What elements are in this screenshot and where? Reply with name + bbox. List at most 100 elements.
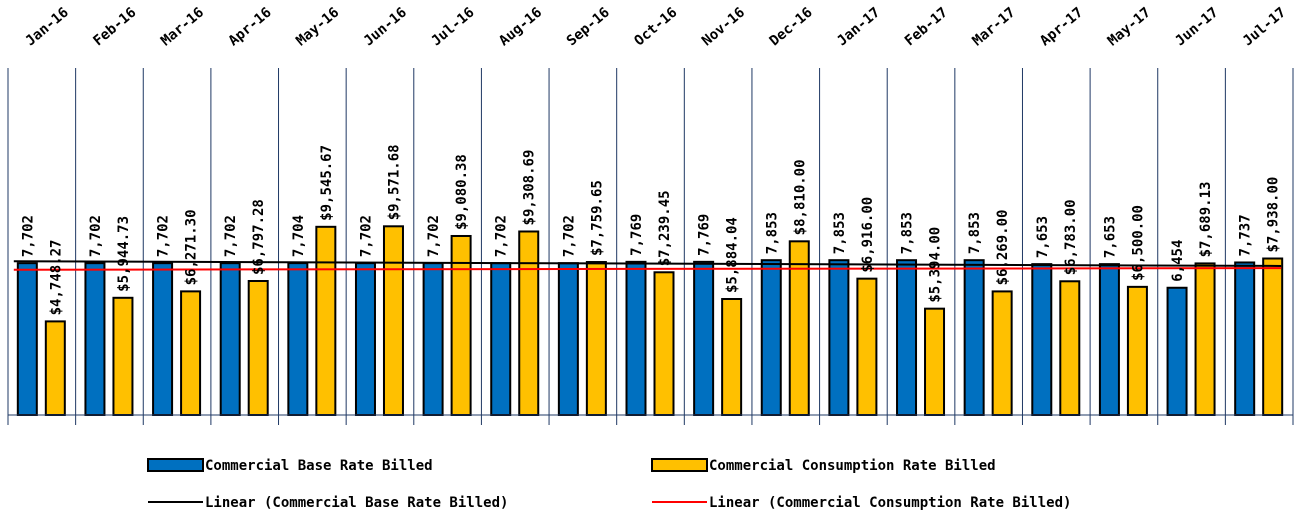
data-label: 7,702: [223, 215, 239, 257]
legend-label: Commercial Consumption Rate Billed: [709, 458, 996, 474]
bar-consumption: [653, 271, 675, 416]
data-label: $5,944.73: [116, 216, 132, 292]
x-axis-labels: Jan-16 Feb-16 Mar-16 Apr-16 May-16 Jun-16 Jul-…: [23, 5, 1289, 50]
data-label: $9,308.69: [522, 150, 538, 226]
data-label: $8,810.00: [792, 159, 808, 235]
data-label: $6,269.00: [995, 210, 1011, 286]
bar-base: [1234, 261, 1256, 417]
x-tick-label: Aug-16: [496, 5, 545, 50]
bar-base: [896, 259, 918, 416]
bar-base: [557, 262, 579, 417]
x-tick-label: May-17: [1105, 5, 1154, 50]
bar-base: [963, 259, 985, 416]
bar-base: [354, 262, 376, 417]
data-label: 7,769: [629, 214, 645, 256]
data-label: $9,080.38: [454, 154, 470, 230]
data-label: $7,239.45: [657, 190, 673, 266]
legend-label: Commercial Base Rate Billed: [205, 458, 433, 474]
data-label: 7,769: [697, 214, 713, 256]
bar-consumption: [585, 261, 607, 416]
data-label: 7,653: [1102, 216, 1118, 258]
legend-swatch: [651, 458, 708, 472]
bar-consumption: [382, 225, 404, 416]
data-label: $6,500.00: [1130, 205, 1146, 281]
x-tick-label: Nov-16: [699, 5, 748, 50]
data-label: 7,853: [832, 212, 848, 254]
bar-base: [287, 262, 309, 417]
legend-label: Linear (Commercial Consumption Rate Bill…: [709, 495, 1071, 511]
data-label: $6,916.00: [860, 197, 876, 273]
bar-consumption: [44, 320, 66, 416]
x-tick-label: Feb-17: [902, 5, 951, 50]
bar-consumption: [924, 307, 946, 416]
x-tick-label: May-16: [293, 5, 342, 50]
data-labels: 7,702 7,702 7,702 7,702 7,704 7,702 7,702 7,702…: [20, 144, 1281, 315]
category-separators: [7, 68, 1294, 425]
trendlines: [13, 260, 1282, 271]
data-label: 6,454: [1170, 240, 1186, 282]
data-label: $7,689.13: [1198, 182, 1214, 258]
x-tick-label: Apr-17: [1037, 5, 1086, 50]
data-label: 7,853: [967, 212, 983, 254]
bar-consumption: [991, 290, 1013, 416]
data-label: 7,737: [1238, 214, 1254, 256]
bar-base: [422, 262, 444, 417]
data-label: $7,938.00: [1266, 177, 1282, 253]
bar-base: [490, 262, 512, 417]
data-label: $5,884.04: [725, 217, 741, 293]
x-tick-label: Jan-17: [834, 5, 883, 50]
data-label: $4,748.27: [48, 240, 64, 316]
bar-base: [1031, 263, 1053, 416]
data-label: $9,571.68: [386, 144, 402, 220]
data-label: 7,702: [426, 215, 442, 257]
data-label: 7,702: [88, 215, 104, 257]
bar-base: [625, 260, 647, 416]
bar-base: [219, 262, 241, 417]
data-label: 7,702: [494, 215, 510, 257]
bar-consumption: [1262, 257, 1284, 416]
x-tick-label: Jun-16: [361, 5, 410, 50]
x-tick-label: Feb-16: [90, 5, 139, 50]
bar-consumption: [788, 240, 810, 416]
bar-base: [84, 262, 106, 417]
data-label: $6,783.00: [1063, 199, 1079, 275]
data-label: 7,702: [358, 215, 374, 257]
data-label: 7,853: [900, 212, 916, 254]
bar-base: [828, 259, 850, 416]
x-tick-label: Mar-17: [970, 5, 1019, 50]
x-tick-label: Jul-16: [429, 5, 478, 50]
bar-consumption: [721, 298, 743, 417]
x-tick-label: Dec-16: [767, 5, 816, 50]
bars: [16, 225, 1284, 417]
data-label: 7,853: [764, 212, 780, 254]
bar-consumption: [856, 277, 878, 416]
bar-consumption: [1126, 285, 1148, 416]
data-label: 7,704: [291, 215, 307, 257]
trendline-base: [13, 260, 1282, 267]
data-label: $6,797.28: [251, 199, 267, 275]
data-label: $5,394.00: [928, 227, 944, 303]
data-label: 7,702: [156, 215, 172, 257]
x-tick-label: Mar-16: [158, 5, 207, 50]
bar-consumption: [315, 225, 337, 416]
x-tick-label: Jun-17: [1172, 5, 1221, 50]
bar-consumption: [1059, 280, 1081, 417]
x-tick-label: Oct-16: [631, 5, 680, 50]
bar-base: [693, 260, 715, 416]
legend-label: Linear (Commercial Base Rate Billed): [205, 495, 508, 511]
data-label: 7,702: [561, 215, 577, 257]
legend: Commercial Base Rate Billed Commercial Co…: [147, 458, 1071, 511]
data-label: $9,545.67: [319, 145, 335, 221]
data-label: 7,702: [20, 215, 36, 257]
bar-consumption: [1194, 262, 1216, 417]
legend-swatch: [147, 458, 204, 472]
trendline-consumption: [13, 267, 1282, 271]
bar-consumption: [112, 296, 134, 416]
bar-consumption: [180, 290, 202, 417]
x-tick-label: Jul-17: [1240, 5, 1289, 50]
data-label: 7,653: [1035, 216, 1051, 258]
bar-base: [760, 259, 782, 416]
bar-base: [16, 262, 38, 417]
x-tick-label: Apr-16: [226, 5, 275, 50]
